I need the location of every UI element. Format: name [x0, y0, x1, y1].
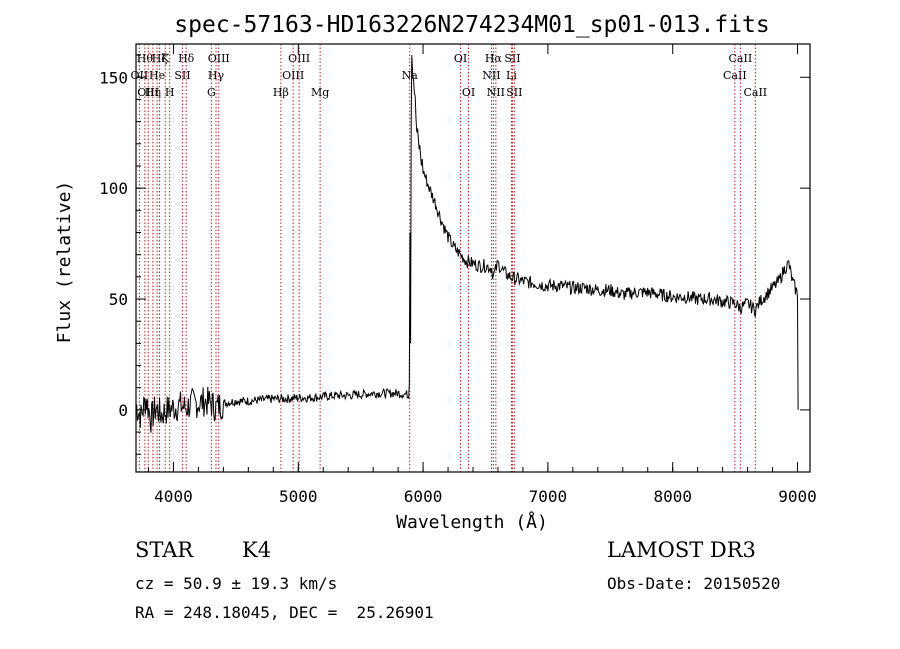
object-class: STAR: [135, 538, 194, 562]
line-label-12: OIII: [208, 52, 230, 65]
coordinates: RA = 248.18045, DEC = 25.26901: [135, 603, 434, 622]
x-tick-label-2: 6000: [404, 487, 443, 506]
spectral-line-markers: OIIHθOIIIHηHeHζKHSIIHδGHγOIIIHβOIIIOIIIM…: [131, 44, 767, 472]
line-label-3: Hη: [145, 86, 161, 99]
line-label-26: CaII: [723, 69, 747, 82]
redshift-cz: cz = 50.9 ± 19.3 km/s: [135, 574, 338, 593]
line-label-23: Li: [506, 69, 517, 82]
line-label-24: SII: [504, 52, 520, 65]
line-label-21: Hα: [485, 52, 503, 65]
line-label-25: SII: [506, 86, 522, 99]
line-label-2: OIII: [137, 86, 159, 99]
line-label-14: OIII: [282, 69, 304, 82]
line-label-6: K: [161, 52, 170, 65]
line-label-27: CaII: [729, 52, 753, 65]
line-label-9: Hδ: [178, 52, 195, 65]
line-label-8: SII: [174, 69, 190, 82]
x-tick-label-3: 7000: [529, 487, 568, 506]
line-label-0: OII: [131, 69, 149, 82]
line-label-22: NII: [487, 86, 505, 99]
line-label-18: OI: [454, 52, 467, 65]
x-tick-label-5: 9000: [778, 487, 817, 506]
spectrum-line: [135, 55, 799, 433]
object-subclass: K4: [242, 538, 272, 562]
line-label-20: NII: [482, 69, 500, 82]
chart-title: spec-57163-HD163226N274234M01_sp01-013.f…: [174, 12, 769, 38]
line-label-28: CaII: [743, 86, 767, 99]
x-tick-label-0: 4000: [154, 487, 193, 506]
y-tick-label-2: 100: [99, 179, 128, 198]
line-label-17: Na: [402, 69, 419, 82]
line-label-13: Hβ: [273, 86, 289, 99]
x-axis-label: Wavelength (Å): [396, 511, 548, 533]
line-label-4: He: [149, 69, 165, 82]
line-label-7: H: [165, 86, 175, 99]
spectrum-series: [135, 55, 799, 433]
x-tick-label-4: 8000: [653, 487, 692, 506]
line-label-19: OI: [462, 86, 475, 99]
line-label-16: Mg: [311, 86, 329, 99]
axis-ticks: 4000 5000 6000 7000 8000 9000 0 50 100 150: [99, 44, 817, 506]
y-tick-label-0: 0: [118, 401, 128, 420]
y-tick-label-3: 150: [99, 68, 128, 87]
y-tick-label-1: 50: [109, 290, 128, 309]
survey-name: LAMOST DR3: [607, 538, 756, 562]
line-label-11: Hγ: [208, 69, 225, 82]
line-label-15: OIII: [288, 52, 310, 65]
line-label-5: Hζ: [152, 52, 168, 65]
x-tick-label-1: 5000: [279, 487, 318, 506]
plot-frame: [135, 43, 811, 473]
line-label-10: G: [207, 86, 216, 99]
y-axis-label: Flux (relative): [54, 181, 75, 344]
observation-date: Obs-Date: 20150520: [607, 574, 781, 593]
